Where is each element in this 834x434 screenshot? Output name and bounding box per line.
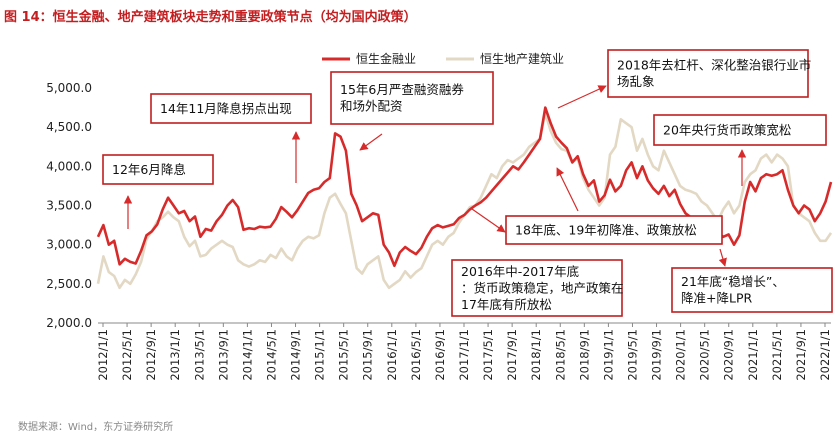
x-tick-label: 2018/5/1 — [553, 329, 567, 381]
annotation-box — [505, 215, 723, 245]
x-tick-label: 2014/5/1 — [264, 329, 278, 381]
x-tick-label: 2020/5/1 — [698, 329, 712, 381]
x-tick-label: 2020/1/1 — [674, 329, 688, 381]
y-tick-label: 5,000.0 — [46, 81, 92, 95]
legend-label: 恒生金融业 — [356, 51, 416, 66]
x-tick-label: 2019/5/1 — [625, 329, 639, 381]
annotation-box — [102, 154, 214, 185]
x-tick-label: 2019/9/1 — [650, 329, 664, 381]
y-tick-label: 2,000.0 — [46, 316, 92, 330]
annotation-text: 场乱象 — [617, 74, 655, 89]
annotation-box — [451, 259, 623, 317]
annotation-text: 17年底有所放松 — [461, 297, 552, 312]
annotation-arrow — [556, 167, 579, 212]
x-tick-label: 2014/9/1 — [289, 329, 303, 381]
annotation-text: 2018年去杠杆、深化整治银行业市 — [617, 58, 811, 73]
annotation-arrow — [557, 85, 607, 109]
x-tick-label: 2016/9/1 — [433, 329, 447, 381]
y-tick-label: 3,000.0 — [46, 238, 92, 252]
x-tick-label: 2019/1/1 — [601, 329, 615, 381]
x-tick-label: 2013/1/1 — [168, 329, 182, 381]
x-tick-label: 2014/1/1 — [240, 329, 254, 381]
annotation-text: 2016年中-2017年底 — [461, 264, 579, 279]
source-note: 数据来源：Wind，东方证券研究所 — [18, 422, 174, 433]
annotation-box — [671, 267, 833, 313]
x-tick-label: 2015/1/1 — [313, 329, 327, 381]
annotation-text: 14年11月降息拐点出现 — [160, 101, 292, 116]
annotation-box — [653, 114, 827, 146]
x-tick-label: 2018/1/1 — [529, 329, 543, 381]
legend-label: 恒生地产建筑业 — [480, 51, 564, 66]
chart-title: 图 14：恒生金融、地产建筑板块走势和重要政策节点（均为国内政策） — [4, 10, 417, 25]
x-tick-label: 2013/9/1 — [216, 329, 230, 381]
annotation-text: 20年央行货币政策宽松 — [663, 122, 791, 137]
annotation-arrow — [471, 208, 506, 233]
x-tick-label: 2021/9/1 — [794, 329, 808, 381]
x-tick-label: 2022/1/1 — [818, 329, 832, 381]
annotation-arrow — [718, 248, 727, 267]
annotation-arrow — [359, 133, 383, 151]
x-tick-label: 2013/5/1 — [192, 329, 206, 381]
annotation-text: 18年底、19年初降准、政策放松 — [515, 222, 697, 237]
annotation-text: 21年底“稳增长”、 — [681, 274, 785, 289]
annotation-box — [330, 71, 494, 125]
annotation-text: 12年6月降息 — [112, 162, 186, 177]
annotation-box — [150, 93, 312, 124]
annotation-text: 降准+降LPR — [681, 291, 752, 306]
x-tick-label: 2015/5/1 — [337, 329, 351, 381]
y-tick-label: 4,000.0 — [46, 159, 92, 173]
x-tick-label: 2021/1/1 — [746, 329, 760, 381]
y-tick-label: 3,500.0 — [46, 199, 92, 213]
annotation-text: ：货币政策稳定，地产政策在 — [461, 280, 624, 295]
x-tick-label: 2012/9/1 — [144, 329, 158, 381]
y-tick-label: 2,500.0 — [46, 277, 92, 291]
annotation-box — [607, 49, 809, 98]
x-tick-label: 2017/1/1 — [457, 329, 471, 381]
x-tick-label: 2017/9/1 — [505, 329, 519, 381]
x-tick-label: 2018/9/1 — [577, 329, 591, 381]
y-tick-label: 4,500.0 — [46, 120, 92, 134]
x-tick-label: 2016/5/1 — [409, 329, 423, 381]
annotation-text: 15年6月严查融资融券 — [340, 82, 464, 97]
x-tick-label: 2017/5/1 — [481, 329, 495, 381]
x-tick-label: 2012/1/1 — [96, 329, 110, 381]
x-tick-label: 2012/5/1 — [120, 329, 134, 381]
annotation-text: 和场外配资 — [340, 99, 403, 114]
x-tick-label: 2020/9/1 — [722, 329, 736, 381]
x-tick-label: 2021/5/1 — [770, 329, 784, 381]
x-tick-label: 2016/1/1 — [385, 329, 399, 381]
x-tick-label: 2015/9/1 — [361, 329, 375, 381]
